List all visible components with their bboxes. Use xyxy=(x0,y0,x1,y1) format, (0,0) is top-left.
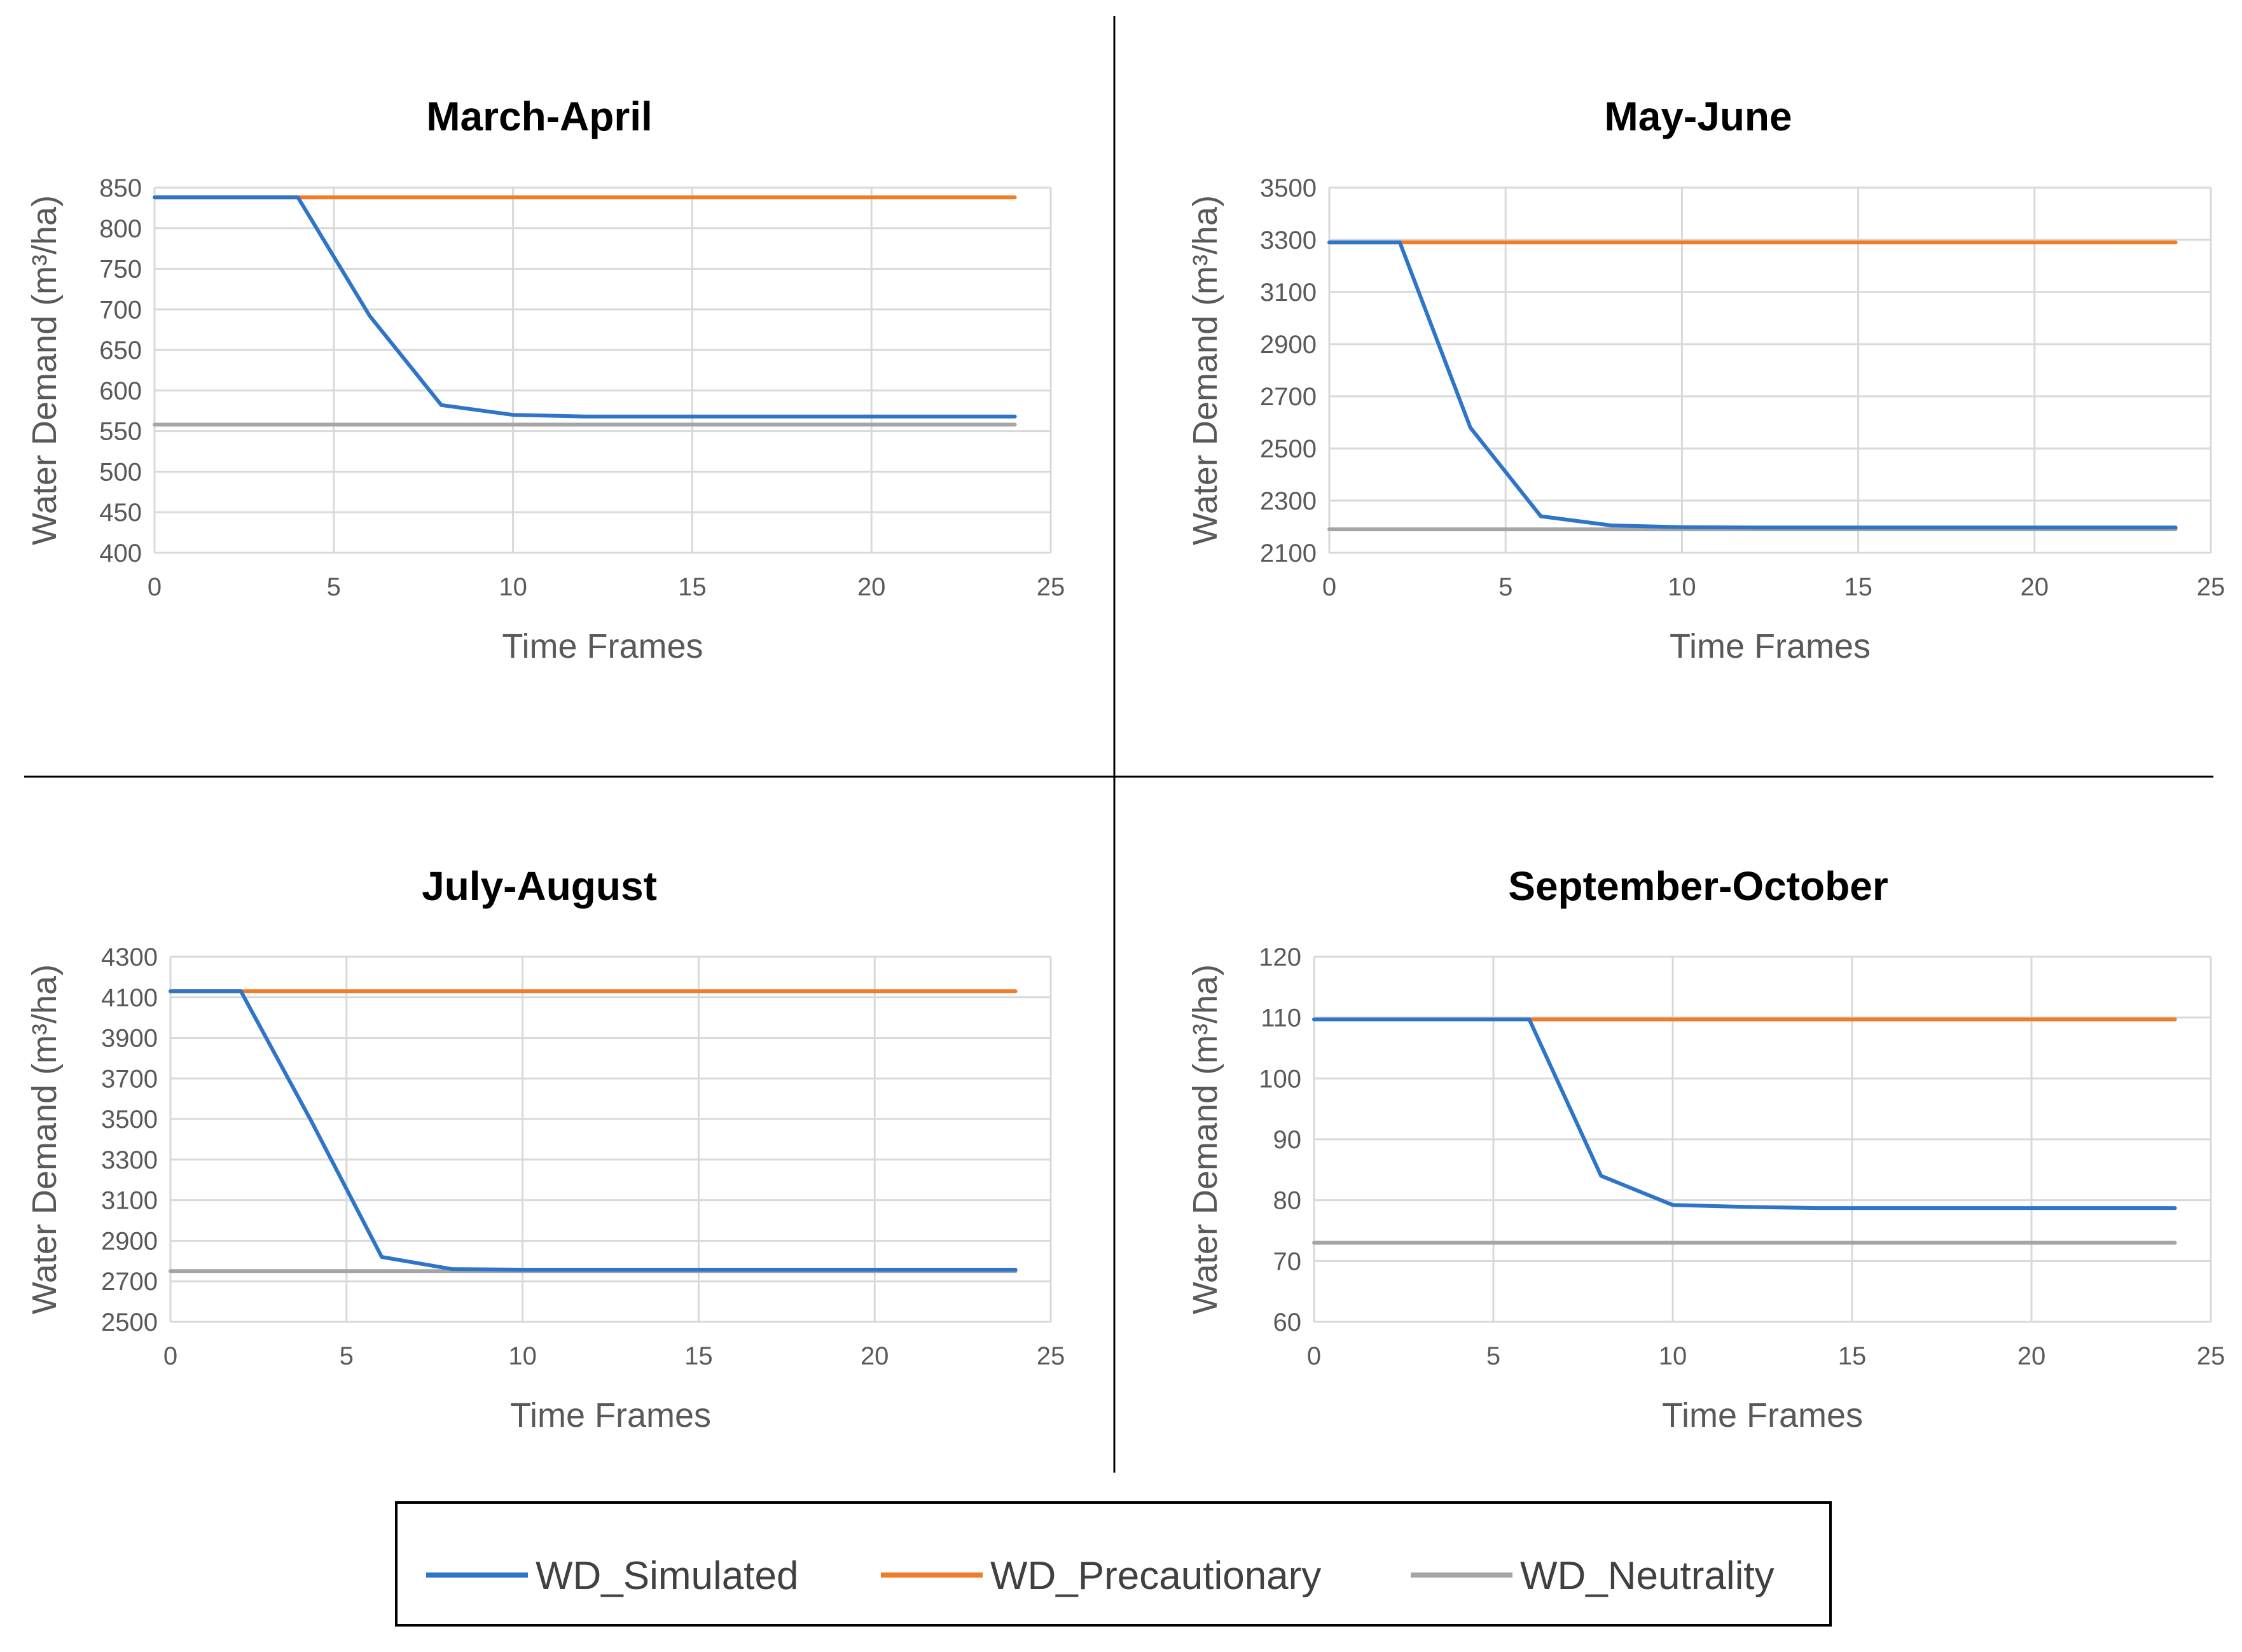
legend-label: WD_Simulated xyxy=(536,1554,798,1598)
legend-box xyxy=(395,1501,1832,1627)
x-tick-label: 25 xyxy=(1037,573,1065,601)
x-tick-label: 0 xyxy=(1322,573,1336,601)
chart-title: May-June xyxy=(1604,94,1792,139)
series-line-wd-simulated xyxy=(169,989,1018,1272)
y-tick-label: 650 xyxy=(99,337,142,364)
y-tick-label: 600 xyxy=(99,377,142,405)
y-tick-label: 400 xyxy=(99,539,142,567)
series-line-wd-simulated xyxy=(1327,240,2178,530)
y-tick-label: 3900 xyxy=(101,1025,158,1053)
y-tick-label: 110 xyxy=(1261,1004,1301,1032)
x-tick-label: 0 xyxy=(163,1342,177,1370)
y-tick-label: 750 xyxy=(99,256,142,284)
y-tick-label: 100 xyxy=(1259,1065,1301,1093)
series-line-wd-simulated xyxy=(153,195,1017,419)
x-tick-label: 0 xyxy=(148,573,162,601)
x-tick-label: 10 xyxy=(508,1342,537,1370)
y-tick-label: 3100 xyxy=(101,1187,158,1215)
y-tick-label: 2100 xyxy=(1260,539,1317,567)
x-tick-label: 20 xyxy=(861,1342,889,1370)
x-tick-label: 10 xyxy=(499,573,527,601)
y-tick-label: 2900 xyxy=(1260,331,1317,359)
y-tick-label: 3100 xyxy=(1260,279,1317,307)
y-tick-label: 3500 xyxy=(101,1106,158,1134)
x-tick-label: 15 xyxy=(678,573,707,601)
y-tick-label: 2500 xyxy=(101,1308,158,1336)
chart-title: March-April xyxy=(426,94,653,139)
y-axis-label: Water Demand (m³/ha) xyxy=(1186,964,1224,1314)
x-tick-label: 25 xyxy=(2197,573,2225,601)
chart-title: July-August xyxy=(422,863,657,909)
y-tick-label: 500 xyxy=(99,458,142,486)
y-tick-label: 3500 xyxy=(1260,174,1317,202)
y-tick-label: 850 xyxy=(99,174,142,202)
y-tick-label: 2900 xyxy=(101,1227,158,1255)
y-tick-label: 2500 xyxy=(1260,435,1317,463)
y-tick-label: 800 xyxy=(99,215,142,243)
x-tick-label: 15 xyxy=(1838,1342,1867,1370)
x-tick-label: 25 xyxy=(2197,1342,2225,1370)
x-axis-label: Time Frames xyxy=(510,1396,711,1434)
chart-title: September-October xyxy=(1508,863,1888,909)
y-tick-label: 120 xyxy=(1259,943,1301,971)
y-tick-label: 60 xyxy=(1273,1308,1302,1336)
y-tick-label: 700 xyxy=(99,296,142,324)
chart-panel-4: 60 70 80 90 100 110 120 0 5 10 15 20 25 September-Oct… xyxy=(1186,863,2225,1434)
y-tick-label: 2300 xyxy=(1260,487,1317,515)
chart-panel-1: 400 450 500 550 600 650 700 750 800 850 0 5 10 15 20 25… xyxy=(25,94,1065,665)
x-tick-label: 15 xyxy=(1844,573,1872,601)
x-tick-label: 20 xyxy=(2017,1342,2046,1370)
y-tick-label: 90 xyxy=(1273,1126,1302,1154)
x-tick-label: 5 xyxy=(1498,573,1512,601)
legend-label: WD_Precautionary xyxy=(990,1554,1321,1598)
legend: WD_Simulated WD_Precautionary WD_Neutralit… xyxy=(395,1501,1832,1627)
y-tick-label: 4100 xyxy=(101,984,158,1012)
chart-panel-2: 2100 2300 2500 2700 2900 3100 3300 3500 0 5 10 15 20… xyxy=(1186,94,2225,665)
x-tick-label: 10 xyxy=(1659,1342,1687,1370)
chart-panel-3: 2500 2700 2900 3100 3300 3500 3700 3900 4100 4300… xyxy=(25,863,1065,1434)
x-axis-label: Time Frames xyxy=(1662,1396,1863,1434)
x-tick-label: 25 xyxy=(1037,1342,1065,1370)
y-tick-label: 3700 xyxy=(101,1065,158,1093)
y-tick-label: 550 xyxy=(99,418,142,446)
y-tick-label: 3300 xyxy=(101,1146,158,1174)
y-axis-label: Water Demand (m³/ha) xyxy=(1186,195,1224,545)
y-axis-label: Water Demand (m³/ha) xyxy=(25,195,64,545)
y-tick-label: 3300 xyxy=(1260,226,1317,254)
y-tick-label: 2700 xyxy=(1260,383,1317,411)
y-axis-label: Water Demand (m³/ha) xyxy=(25,964,64,1314)
x-tick-label: 5 xyxy=(327,573,341,601)
y-tick-label: 2700 xyxy=(101,1268,158,1296)
x-tick-label: 20 xyxy=(857,573,886,601)
x-tick-label: 15 xyxy=(684,1342,713,1370)
x-tick-label: 5 xyxy=(1486,1342,1500,1370)
legend-label: WD_Neutrality xyxy=(1520,1554,1775,1598)
x-tick-label: 10 xyxy=(1668,573,1696,601)
x-tick-label: 0 xyxy=(1307,1342,1321,1370)
x-tick-label: 5 xyxy=(340,1342,354,1370)
y-tick-label: 70 xyxy=(1273,1247,1302,1275)
y-tick-label: 4300 xyxy=(101,943,158,971)
x-tick-label: 20 xyxy=(2021,573,2049,601)
y-tick-label: 450 xyxy=(99,499,142,527)
x-axis-label: Time Frames xyxy=(1670,627,1871,665)
series-line-wd-simulated xyxy=(1312,1017,2177,1211)
x-axis-label: Time Frames xyxy=(502,627,703,665)
y-tick-label: 80 xyxy=(1273,1187,1302,1215)
